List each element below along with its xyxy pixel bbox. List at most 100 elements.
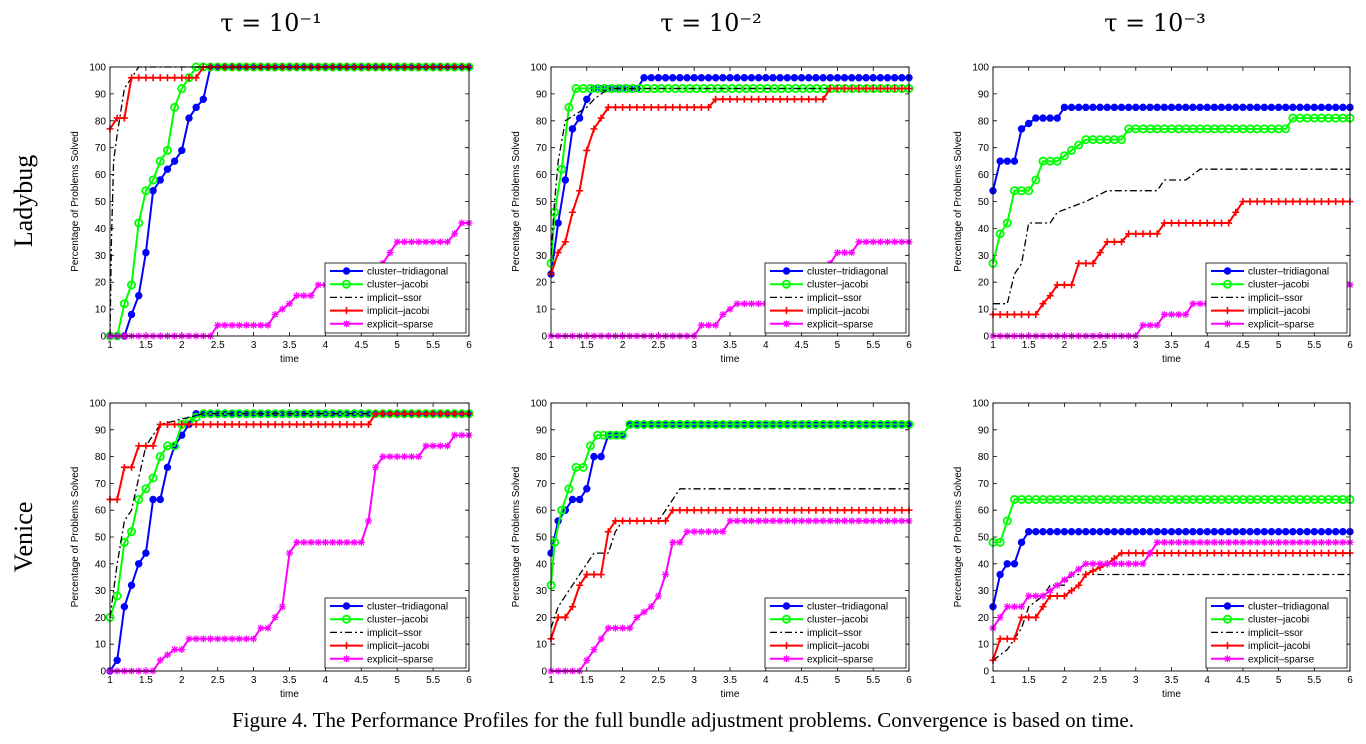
data-point (726, 305, 734, 313)
data-point (676, 103, 684, 111)
data-point (762, 506, 770, 514)
legend-label: implicit–ssor (807, 293, 863, 304)
data-point (876, 238, 884, 246)
y-tick-label: 0 (541, 332, 547, 343)
legend: cluster–tridiagonal cluster–jacobi implici… (1205, 597, 1348, 669)
x-tick-label: 5 (835, 340, 841, 351)
data-point (1103, 527, 1111, 536)
series-4 (106, 410, 473, 503)
legend-entry: implicit–jacobi (770, 641, 869, 652)
data-point (1003, 310, 1011, 318)
data-point (1060, 592, 1068, 600)
data-point (690, 74, 698, 82)
data-point (712, 528, 720, 536)
data-point (585, 441, 595, 451)
data-point (740, 95, 748, 103)
data-point (862, 85, 870, 93)
x-tick-label: 3.5 (283, 675, 297, 686)
x-axis-label: time (721, 354, 740, 365)
y-axis-label: Percentage of Problems Solved (70, 467, 81, 608)
legend: cluster–tridiagonal cluster–jacobi implici… (764, 597, 907, 669)
data-point (451, 410, 459, 418)
plot-frame (992, 402, 1351, 672)
data-point (286, 420, 293, 428)
data-point (1332, 538, 1340, 546)
y-tick-label: 70 (536, 479, 548, 490)
data-point (1225, 219, 1233, 227)
data-point (135, 442, 143, 450)
y-tick-label: 30 (536, 586, 548, 597)
data-point (1339, 538, 1347, 546)
y-tick-label: 10 (95, 640, 107, 651)
data-point (633, 613, 641, 621)
data-point (400, 238, 408, 246)
data-point (1153, 538, 1161, 546)
data-point (1075, 259, 1083, 267)
y-tick-label: 80 (95, 116, 107, 127)
data-point (429, 442, 437, 450)
data-point (1203, 527, 1211, 536)
data-point (185, 74, 193, 82)
column-title-3: τ = 10⁻³ (1104, 9, 1205, 37)
x-tick-label: 6 (466, 675, 472, 686)
data-point (1217, 527, 1226, 536)
legend-label: cluster–tridiagonal (1248, 602, 1329, 613)
data-point (705, 528, 713, 536)
data-point (755, 517, 763, 525)
data-point (1239, 527, 1247, 536)
legend-marker (783, 655, 790, 663)
data-point (833, 85, 841, 93)
data-point (149, 74, 157, 82)
data-point (705, 103, 713, 111)
legend-marker (1223, 267, 1232, 275)
data-point (826, 517, 834, 525)
data-point (1289, 103, 1297, 112)
data-point (855, 506, 863, 514)
data-point (647, 103, 655, 111)
data-point (1089, 567, 1097, 575)
legend-entry: explicit–sparse (770, 654, 874, 665)
data-point (1125, 230, 1133, 238)
data-point (1082, 527, 1090, 536)
data-point (1246, 198, 1254, 205)
data-point (755, 300, 763, 308)
data-point (127, 280, 137, 290)
legend-label: implicit–ssor (367, 293, 423, 304)
data-point (142, 549, 150, 557)
data-point (228, 635, 236, 643)
x-tick-label: 5 (1276, 340, 1282, 351)
data-point (293, 292, 301, 300)
data-point (1217, 219, 1225, 227)
y-tick-label: 50 (536, 533, 548, 544)
x-tick-label: 5.5 (866, 340, 880, 351)
data-point (192, 103, 200, 112)
data-point (393, 238, 401, 246)
data-point (1282, 103, 1290, 112)
series-3 (109, 413, 469, 618)
data-point (141, 484, 151, 494)
data-point (1146, 321, 1154, 329)
legend-entry: explicit–sparse (1211, 319, 1315, 330)
data-point (776, 95, 784, 103)
legend-label: explicit–sparse (367, 654, 434, 665)
data-point (264, 321, 272, 329)
plot-frame (550, 402, 910, 672)
data-point (436, 442, 444, 450)
data-point (733, 506, 741, 514)
data-point (1203, 538, 1211, 546)
data-point (1196, 219, 1204, 227)
data-point (372, 463, 380, 471)
data-point (422, 442, 430, 450)
data-point (1303, 103, 1311, 112)
chart-panel-1: 1 1.5 2 2.5 3 3.5 4 4.5 5 5.5 60102030405060708090… (70, 63, 474, 365)
legend-label: cluster–tridiagonal (807, 602, 888, 613)
data-point (1182, 310, 1190, 318)
legend-entry: cluster–jacobi (1211, 615, 1309, 626)
data-point (1175, 219, 1183, 227)
data-point (1139, 230, 1147, 238)
data-point (640, 608, 648, 616)
data-point (719, 310, 727, 318)
plot-frame (550, 66, 910, 337)
data-point (755, 95, 763, 103)
y-tick-label: 20 (95, 278, 107, 289)
